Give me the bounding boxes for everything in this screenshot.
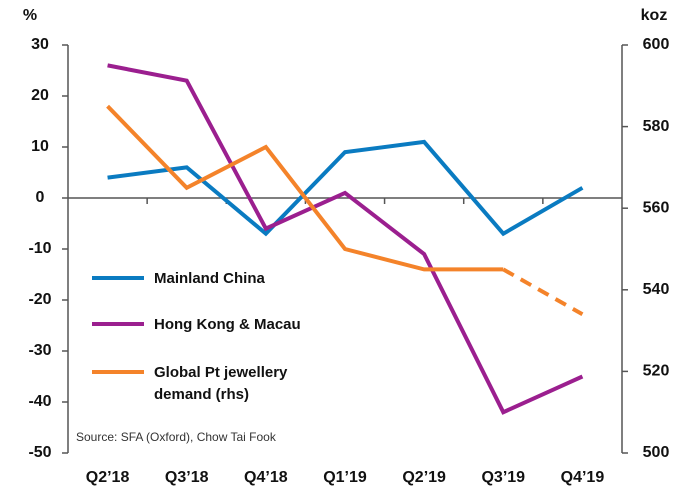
legend-label: Hong Kong & Macau [154, 316, 301, 333]
legend-swatch [92, 322, 144, 326]
source-note: Source: SFA (Oxford), Chow Tai Fook [76, 430, 276, 444]
x-tick-label: Q4’18 [244, 469, 288, 486]
line-series [106, 104, 504, 272]
y2-tick-label: 520 [643, 363, 670, 380]
x-tick-label: Q4’19 [561, 469, 605, 486]
x-tick-label: Q1’19 [323, 469, 367, 486]
y2-tick-label: 540 [643, 281, 670, 298]
y2-tick-label: 500 [643, 444, 670, 461]
y-tick-label: -40 [28, 393, 51, 410]
y-tick-label: -10 [28, 240, 51, 257]
line-series-dashed [502, 267, 584, 317]
legend-label: Mainland China [154, 270, 265, 287]
x-tick-label: Q2’18 [86, 469, 130, 486]
legend-item: Hong Kong & Macau [92, 314, 314, 336]
y-tick-label: 20 [31, 87, 49, 104]
y-tick-label: 10 [31, 138, 49, 155]
y-tick-label: -50 [28, 444, 51, 461]
y-tick-label: 30 [31, 36, 49, 53]
line-series [107, 63, 584, 415]
y2-axis-label: koz [641, 7, 668, 24]
legend-item: Mainland China [92, 268, 314, 290]
y-axis-label: % [23, 7, 37, 24]
legend-item: Global Pt jewellery demand (rhs) [92, 362, 314, 406]
y-tick-label: 0 [36, 189, 45, 206]
y2-tick-label: 600 [643, 36, 670, 53]
legend-label: Global Pt jewellery demand (rhs) [154, 364, 288, 403]
y-tick-label: -30 [28, 342, 51, 359]
line-series [107, 139, 584, 237]
y2-tick-label: 580 [643, 118, 670, 135]
legend-swatch [92, 370, 144, 374]
x-tick-label: Q2’19 [402, 469, 446, 486]
y-tick-label: -20 [28, 291, 51, 308]
x-tick-label: Q3’19 [481, 469, 525, 486]
y2-tick-label: 560 [643, 199, 670, 216]
x-tick-label: Q3’18 [165, 469, 209, 486]
legend-swatch [92, 276, 144, 280]
